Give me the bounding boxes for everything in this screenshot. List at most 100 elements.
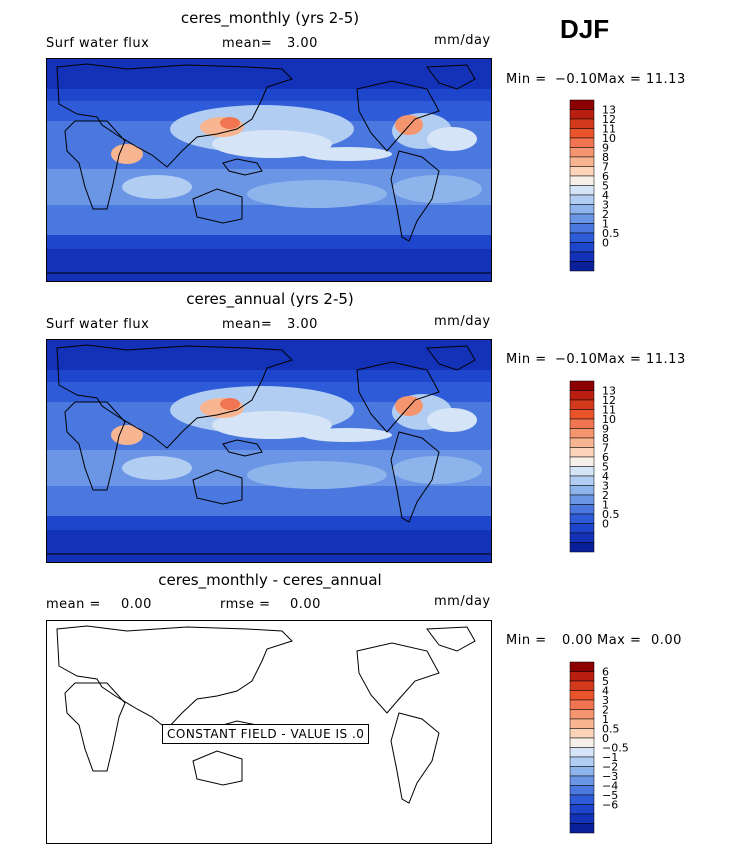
season-label: DJF <box>560 14 610 44</box>
colorbar-label: 0 <box>602 518 609 531</box>
colorbar-swatch <box>569 728 595 739</box>
colorbar-swatch <box>569 466 595 477</box>
colorbar-swatch <box>569 542 595 553</box>
colorbar-swatch <box>569 261 595 272</box>
colorbar-label: 0.5 <box>602 723 620 736</box>
colorbar-swatch <box>569 418 595 429</box>
colorbar-label: 13 <box>602 104 616 117</box>
colorbar-swatch <box>569 456 595 467</box>
colorbar-label: −0.5 <box>602 742 629 755</box>
colorbar-label: 0.5 <box>602 227 620 240</box>
colorbar-label: 12 <box>602 113 616 126</box>
colorbar-label: 9 <box>602 142 609 155</box>
panel2-min-label: Min = <box>506 352 547 367</box>
colorbar-swatch <box>569 485 595 496</box>
colorbar-swatch <box>569 251 595 262</box>
colorbar-swatch <box>569 437 595 448</box>
panel2-min-value: −0.10 <box>555 352 598 367</box>
colorbar-swatch <box>569 137 595 148</box>
colorbar-swatch <box>569 766 595 777</box>
colorbar-swatch <box>569 166 595 177</box>
colorbar-swatch <box>569 147 595 158</box>
panel3-min-label: Min = <box>506 633 547 648</box>
colorbar-label: 2 <box>602 489 609 502</box>
colorbar-swatch <box>569 504 595 515</box>
colorbar-swatch <box>569 409 595 420</box>
colorbar-swatch <box>569 242 595 253</box>
colorbar-label: 5 <box>602 675 609 688</box>
colorbar-label: 6 <box>602 451 609 464</box>
colorbar-label: 11 <box>602 123 616 136</box>
colorbar-label: −3 <box>602 770 618 783</box>
panel2-mean-label: mean= <box>222 317 273 332</box>
colorbar-label: 0 <box>602 732 609 745</box>
panel3-rmse-value: 0.00 <box>290 597 321 612</box>
panel2-map <box>46 339 492 563</box>
colorbar-label: 13 <box>602 385 616 398</box>
panel2-max-label: Max = <box>597 352 642 367</box>
colorbar-swatch <box>569 223 595 234</box>
panel3-title: ceres_monthly - ceres_annual <box>158 571 382 589</box>
colorbar-label: 4 <box>602 470 609 483</box>
panel3-mean-value: 0.00 <box>121 597 152 612</box>
colorbar-swatch <box>569 447 595 458</box>
colorbar-swatch <box>569 513 595 524</box>
colorbar-swatch <box>569 109 595 120</box>
colorbar-label: 6 <box>602 170 609 183</box>
panel3-rmse-label: rmse = <box>220 597 271 612</box>
colorbar-swatch <box>569 99 595 110</box>
colorbar-label: 1 <box>602 713 609 726</box>
panel2-max-value: 11.13 <box>646 352 686 367</box>
colorbar-label: 12 <box>602 394 616 407</box>
colorbar-swatch <box>569 680 595 691</box>
colorbar-label: −6 <box>602 799 618 812</box>
colorbar-label: −5 <box>602 789 618 802</box>
colorbar-swatch <box>569 428 595 439</box>
colorbar-label: 2 <box>602 208 609 221</box>
colorbar-label: 3 <box>602 480 609 493</box>
colorbar-label: −1 <box>602 751 618 764</box>
constant-field-notice: CONSTANT FIELD - VALUE IS .0 <box>162 724 370 744</box>
colorbar-label: −4 <box>602 780 618 793</box>
colorbar-swatch <box>569 175 595 186</box>
colorbar-swatch <box>569 128 595 139</box>
colorbar-swatch <box>569 399 595 410</box>
colorbar-swatch <box>569 785 595 796</box>
colorbar-swatch <box>569 475 595 486</box>
panel1-map <box>46 58 492 282</box>
panel1-min-label: Min = <box>506 72 547 87</box>
colorbar-swatch <box>569 194 595 205</box>
colorbar-label: 4 <box>602 189 609 202</box>
panel1-title: ceres_monthly (yrs 2-5) <box>180 9 360 27</box>
panel1-field-label: Surf water flux <box>46 36 150 51</box>
colorbar-swatch <box>569 185 595 196</box>
panel1-max-label: Max = <box>597 72 642 87</box>
colorbar-swatch <box>569 804 595 815</box>
colorbar-label: 2 <box>602 704 609 717</box>
colorbar-swatch <box>569 494 595 505</box>
colorbar-label: 8 <box>602 151 609 164</box>
colorbar-swatch <box>569 523 595 534</box>
colorbar-label: 1 <box>602 218 609 231</box>
panel2-mean-value: 3.00 <box>287 317 318 332</box>
colorbar-swatch <box>569 775 595 786</box>
colorbar-swatch <box>569 737 595 748</box>
colorbar-swatch <box>569 156 595 167</box>
colorbar-swatch <box>569 823 595 834</box>
colorbar-label: 5 <box>602 180 609 193</box>
panel2-unit: mm/day <box>434 314 491 329</box>
colorbar-swatch <box>569 747 595 758</box>
colorbar-label: 7 <box>602 442 609 455</box>
colorbar-label: 6 <box>602 666 609 679</box>
colorbar-label: 0 <box>602 237 609 250</box>
colorbar-swatch <box>569 532 595 543</box>
colorbar-swatch <box>569 813 595 824</box>
colorbar-swatch <box>569 794 595 805</box>
colorbar-label: 1 <box>602 499 609 512</box>
colorbar-swatch <box>569 709 595 720</box>
colorbar-swatch <box>569 232 595 243</box>
panel1-max-value: 11.13 <box>646 72 686 87</box>
colorbar-swatch <box>569 671 595 682</box>
